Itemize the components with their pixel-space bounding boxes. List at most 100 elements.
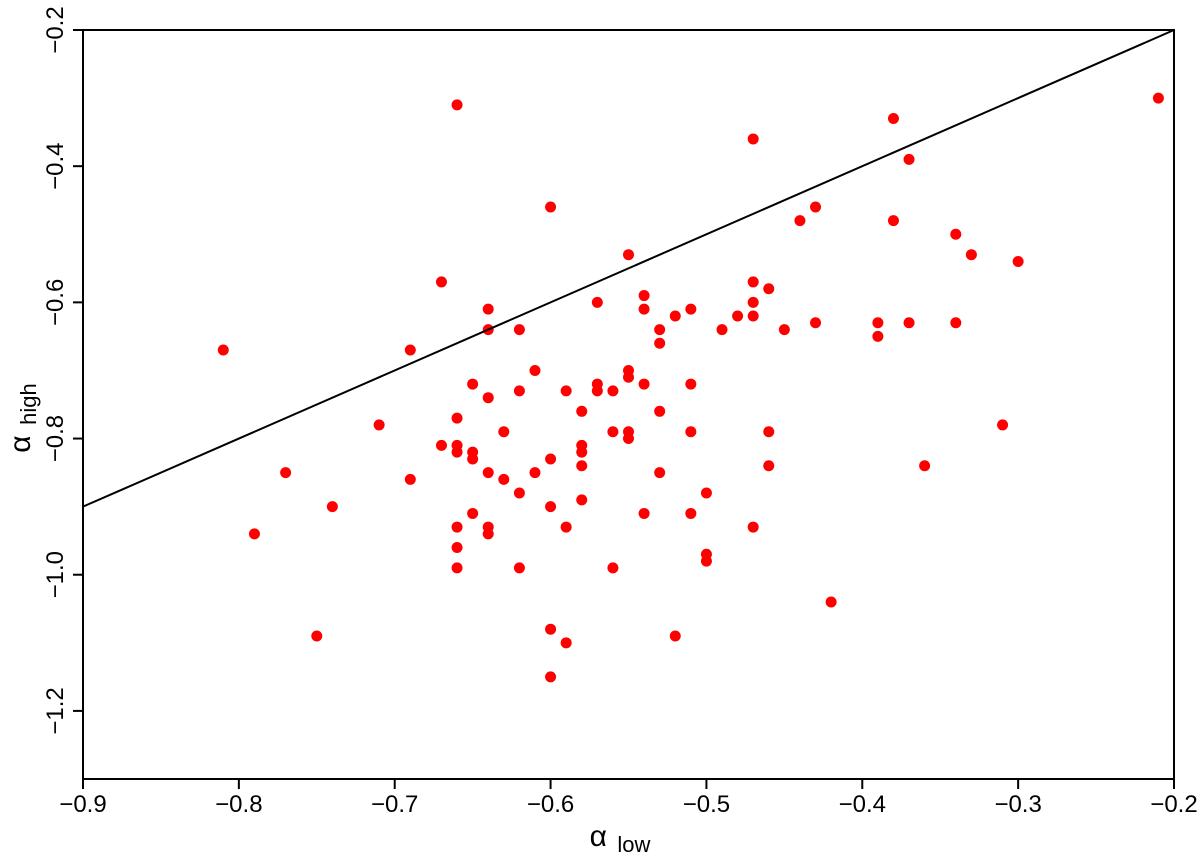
data-point bbox=[950, 317, 962, 329]
data-point bbox=[732, 310, 744, 322]
data-point bbox=[467, 453, 479, 465]
data-point bbox=[669, 630, 681, 642]
data-point bbox=[763, 460, 775, 472]
data-point bbox=[451, 446, 463, 458]
data-point bbox=[404, 344, 416, 356]
data-point bbox=[810, 201, 822, 213]
data-point bbox=[545, 201, 557, 213]
data-point bbox=[326, 501, 338, 513]
data-point bbox=[513, 487, 525, 499]
data-point bbox=[872, 330, 884, 342]
data-point bbox=[560, 385, 572, 397]
data-point bbox=[435, 439, 447, 451]
data-point bbox=[498, 473, 510, 485]
data-point bbox=[451, 562, 463, 574]
reference-line-layer bbox=[82, 29, 1175, 508]
data-point bbox=[591, 385, 603, 397]
data-point bbox=[545, 501, 557, 513]
data-point bbox=[700, 555, 712, 567]
data-points bbox=[217, 92, 1164, 683]
data-point bbox=[700, 487, 712, 499]
data-point bbox=[747, 521, 759, 533]
data-point bbox=[638, 378, 650, 390]
data-point bbox=[747, 310, 759, 322]
x-axis-label-subscript: low bbox=[617, 832, 650, 857]
data-point bbox=[529, 467, 541, 479]
data-point bbox=[311, 630, 323, 642]
data-point bbox=[560, 521, 572, 533]
y-tick-label: −0.8 bbox=[42, 415, 69, 462]
x-tick-label: −0.7 bbox=[371, 791, 418, 818]
x-tick-label: −0.4 bbox=[839, 791, 886, 818]
data-point bbox=[903, 153, 915, 165]
data-point bbox=[576, 446, 588, 458]
data-point bbox=[373, 419, 385, 431]
y-tick-label: −1.0 bbox=[42, 551, 69, 598]
data-point bbox=[545, 453, 557, 465]
data-point bbox=[685, 378, 697, 390]
data-point bbox=[248, 528, 260, 540]
data-point bbox=[747, 133, 759, 145]
data-point bbox=[903, 317, 915, 329]
data-point bbox=[513, 324, 525, 336]
plot-frame bbox=[82, 29, 1175, 780]
data-point bbox=[623, 249, 634, 261]
data-point bbox=[529, 364, 541, 376]
y-axis-label: α high bbox=[4, 383, 41, 452]
data-point bbox=[482, 467, 494, 479]
x-tick-label: −0.9 bbox=[59, 791, 106, 818]
data-point bbox=[965, 249, 977, 261]
data-point bbox=[404, 473, 416, 485]
data-point bbox=[638, 290, 650, 302]
x-axis-label-symbol: α bbox=[590, 820, 607, 853]
x-tick-label: −0.3 bbox=[994, 791, 1041, 818]
y-tick-label: −0.4 bbox=[42, 142, 69, 189]
data-point bbox=[763, 426, 775, 438]
data-point bbox=[716, 324, 728, 336]
data-point bbox=[545, 623, 557, 635]
x-tick-label: −0.8 bbox=[215, 791, 262, 818]
y-axis-label-symbol: α bbox=[4, 435, 37, 452]
data-point bbox=[623, 371, 634, 383]
data-point bbox=[638, 507, 650, 519]
data-point bbox=[467, 378, 479, 390]
y-tick-label: −0.6 bbox=[42, 279, 69, 326]
data-point bbox=[576, 405, 588, 417]
data-point bbox=[451, 99, 463, 111]
data-point bbox=[576, 460, 588, 472]
data-point bbox=[607, 426, 619, 438]
data-point bbox=[747, 296, 759, 308]
data-point bbox=[638, 303, 650, 315]
data-point bbox=[607, 385, 619, 397]
data-point bbox=[451, 521, 463, 533]
data-point bbox=[778, 324, 790, 336]
data-point bbox=[669, 310, 681, 322]
data-point bbox=[654, 405, 666, 417]
x-tick-label: −0.2 bbox=[1150, 791, 1197, 818]
y-axis-label-subscript: high bbox=[16, 383, 41, 425]
data-point bbox=[280, 467, 292, 479]
data-point bbox=[482, 528, 494, 540]
data-point bbox=[467, 507, 479, 519]
reference-line bbox=[82, 29, 1175, 508]
data-point bbox=[623, 433, 634, 445]
data-point bbox=[685, 303, 697, 315]
data-point bbox=[794, 215, 806, 227]
data-point bbox=[1152, 92, 1164, 104]
x-tick-label: −0.6 bbox=[527, 791, 574, 818]
data-point bbox=[685, 507, 697, 519]
data-point bbox=[654, 467, 666, 479]
data-point bbox=[451, 541, 463, 553]
data-point bbox=[513, 385, 525, 397]
data-point bbox=[560, 637, 572, 649]
data-point bbox=[451, 412, 463, 424]
data-point bbox=[498, 426, 510, 438]
y-tick-label: −1.2 bbox=[42, 687, 69, 734]
data-point bbox=[950, 228, 962, 240]
data-point bbox=[482, 392, 494, 404]
data-point bbox=[919, 460, 931, 472]
data-point bbox=[747, 276, 759, 288]
data-point bbox=[591, 296, 603, 308]
data-point bbox=[1012, 256, 1024, 268]
